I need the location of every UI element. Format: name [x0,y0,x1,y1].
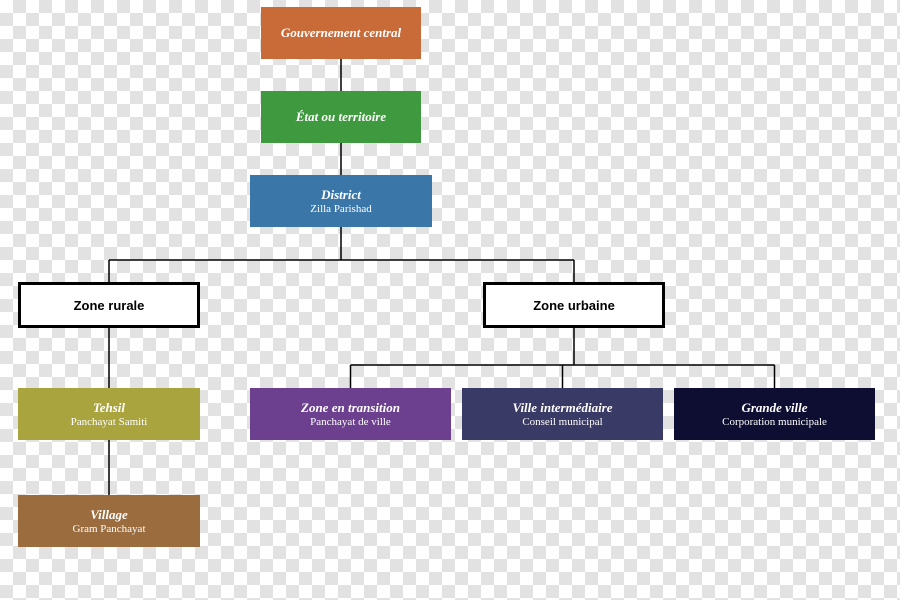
node-intermediaire: Ville intermédiaireConseil municipal [462,388,663,440]
node-district: DistrictZilla Parishad [250,175,432,227]
node-rurale: Zone rurale [18,282,200,328]
node-grande-title: Grande ville [741,400,807,416]
node-transition-title: Zone en transition [301,400,400,416]
node-urbaine: Zone urbaine [483,282,665,328]
node-grande: Grande villeCorporation municipale [674,388,875,440]
node-district-title: District [321,187,361,203]
node-grande-sub: Corporation municipale [722,416,827,428]
node-transition-sub: Panchayat de ville [310,416,391,428]
node-intermediaire-title: Ville intermédiaire [512,400,612,416]
node-central-title: Gouvernement central [281,25,401,41]
node-urbaine-title: Zone urbaine [533,298,615,313]
node-transition: Zone en transitionPanchayat de ville [250,388,451,440]
node-district-sub: Zilla Parishad [310,203,371,215]
node-village: VillageGram Panchayat [18,495,200,547]
node-village-title: Village [90,507,128,523]
node-etat: État ou territoire [261,91,421,143]
node-central: Gouvernement central [261,7,421,59]
node-tehsil-sub: Panchayat Samiti [71,416,148,428]
node-intermediaire-sub: Conseil municipal [522,416,602,428]
node-tehsil: TehsilPanchayat Samiti [18,388,200,440]
node-etat-title: État ou territoire [296,109,386,125]
node-village-sub: Gram Panchayat [73,523,146,535]
node-rurale-title: Zone rurale [74,298,145,313]
node-tehsil-title: Tehsil [93,400,125,416]
